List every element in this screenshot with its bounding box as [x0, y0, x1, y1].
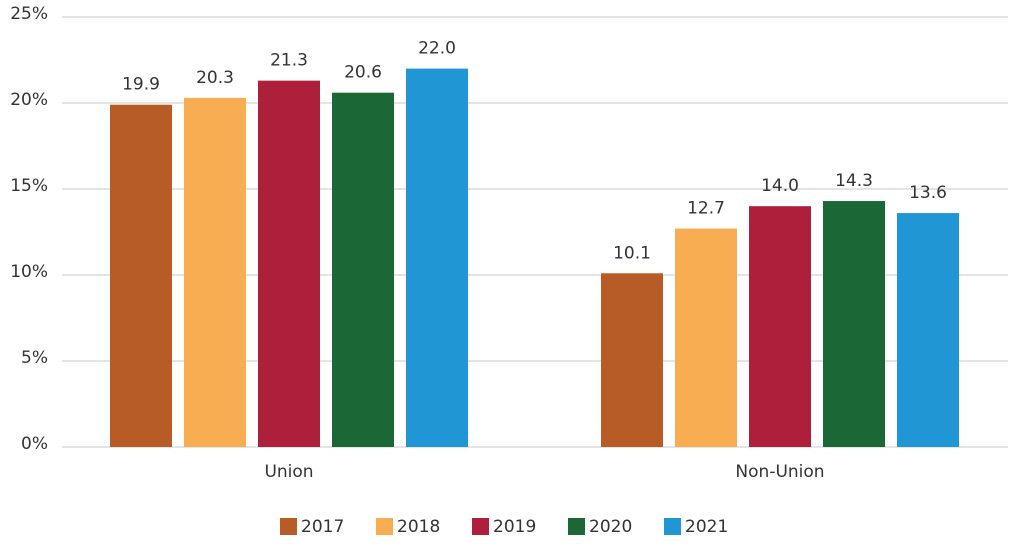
- data-label: 19.9: [122, 75, 160, 95]
- data-label: 20.6: [344, 63, 382, 83]
- data-label: 13.6: [909, 183, 947, 203]
- bar: [749, 206, 811, 447]
- legend-label: 2019: [493, 517, 536, 537]
- y-tick-label: 25%: [10, 4, 48, 24]
- y-tick-label: 10%: [10, 262, 48, 282]
- x-tick-label: Non-Union: [735, 462, 824, 482]
- data-label: 14.0: [761, 176, 799, 196]
- data-label: 21.3: [270, 51, 308, 71]
- legend-swatch: [568, 518, 585, 535]
- legend-label: 2018: [397, 517, 440, 537]
- bar: [258, 80, 320, 447]
- legend-swatch: [664, 518, 681, 535]
- bar: [897, 213, 959, 447]
- bar: [110, 104, 172, 447]
- legend-swatch: [280, 518, 297, 535]
- x-tick-label: Union: [264, 462, 313, 482]
- bar: [823, 201, 885, 447]
- bar: [332, 92, 394, 448]
- data-label: 10.1: [613, 243, 651, 263]
- data-label: 20.3: [196, 68, 234, 88]
- y-tick-label: 5%: [21, 348, 48, 368]
- bar: [406, 68, 468, 447]
- data-label: 22.0: [418, 39, 456, 59]
- y-tick-label: 0%: [21, 434, 48, 454]
- data-label: 12.7: [687, 199, 725, 219]
- bar: [675, 228, 737, 447]
- y-tick-label: 15%: [10, 176, 48, 196]
- bar: [601, 273, 663, 447]
- legend-label: 2021: [685, 517, 728, 537]
- legend-swatch: [376, 518, 393, 535]
- legend-label: 2020: [589, 517, 632, 537]
- data-label: 14.3: [835, 171, 873, 191]
- y-tick-label: 20%: [10, 90, 48, 110]
- legend-swatch: [472, 518, 489, 535]
- legend-label: 2017: [301, 517, 344, 537]
- bar: [184, 97, 246, 447]
